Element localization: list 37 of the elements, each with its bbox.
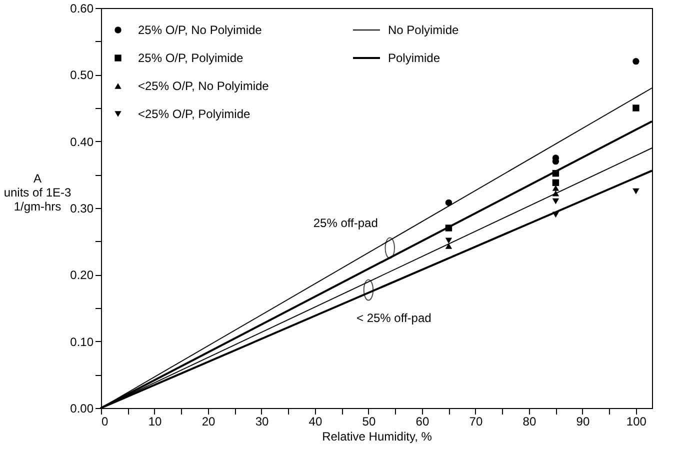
point <box>445 238 452 244</box>
x-tick-label: 100 <box>626 414 647 428</box>
y-tick-label: 0.50 <box>70 68 94 82</box>
annotation: 25% off-pad <box>313 216 378 230</box>
point <box>632 188 640 194</box>
x-tick-label: 50 <box>362 414 376 428</box>
x-tick-label: 0 <box>102 414 108 428</box>
point <box>632 58 640 65</box>
y-tick-label: 0.30 <box>70 202 94 216</box>
legend-label: <25% O/P, No Polyimide <box>138 79 270 93</box>
x-axis-title: Relative Humidity, % <box>322 430 432 444</box>
point <box>632 104 640 112</box>
y-tick-label: 0.40 <box>70 134 94 149</box>
point <box>552 198 560 204</box>
x-tick-label: 40 <box>308 414 322 428</box>
y-tick-label: 0.00 <box>70 402 94 416</box>
legend-label: Polyimide <box>388 51 440 65</box>
point <box>445 199 452 206</box>
point <box>552 185 560 191</box>
y-tick-label: 0.60 <box>70 2 94 16</box>
x-tick-label: 30 <box>255 414 269 428</box>
x-tick-label: 20 <box>202 414 216 428</box>
y-axis-title: A units of 1E-3 1/gm-hrs <box>4 172 72 214</box>
annotation: < 25% off-pad <box>356 311 432 325</box>
legend-label: No Polyimide <box>388 23 460 37</box>
point <box>552 179 560 186</box>
x-tick-label: 80 <box>522 414 536 428</box>
x-tick-label: 60 <box>416 414 430 428</box>
legend-label: 25% O/P, No Polyimide <box>138 23 262 37</box>
x-tick-label: 90 <box>576 414 590 428</box>
y-tick-label: 0.10 <box>70 334 94 349</box>
x-tick-label: 70 <box>469 414 483 428</box>
x-tick-label: 10 <box>148 414 162 428</box>
legend-label: <25% O/P, Polyimide <box>138 107 250 121</box>
point <box>445 243 452 249</box>
y-tick-label: 0.20 <box>70 268 94 282</box>
legend-label: 25% O/P, Polyimide <box>138 51 244 65</box>
